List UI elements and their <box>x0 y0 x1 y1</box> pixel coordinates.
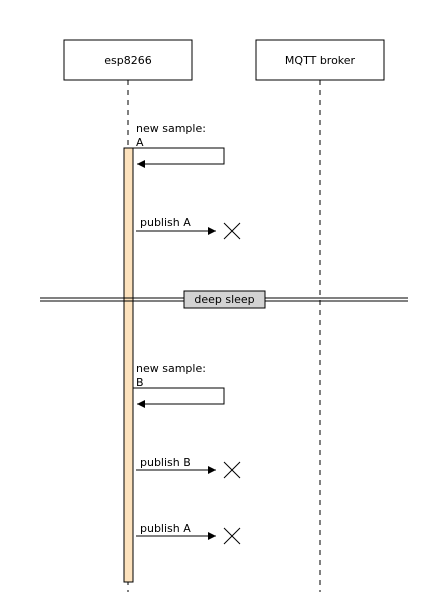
lost-cross-icon <box>223 527 241 545</box>
lost-message-publish-a: publish A <box>136 216 241 240</box>
message-label-line: B <box>136 376 144 389</box>
activation-bar-esp8266 <box>123 147 134 583</box>
participant-label: MQTT broker <box>285 54 356 67</box>
self-message-new-sample-b: new sample: B <box>133 362 225 408</box>
lost-cross-icon <box>223 222 241 240</box>
message-label-line: new sample: <box>136 122 206 135</box>
message-label-line: A <box>136 136 144 149</box>
participant-esp8266: esp8266 <box>63 39 193 81</box>
message-label: publish A <box>140 522 191 535</box>
message-label: publish B <box>140 456 191 469</box>
divider-deep-sleep: deep sleep <box>40 290 408 309</box>
message-label: publish A <box>140 216 191 229</box>
message-label-line: new sample: <box>136 362 206 375</box>
lost-message-publish-a-2: publish A <box>136 522 241 545</box>
lost-cross-icon <box>223 461 241 479</box>
self-message-new-sample-a: new sample: A <box>133 122 225 168</box>
divider-label: deep sleep <box>194 293 254 306</box>
participant-label: esp8266 <box>104 54 151 67</box>
participant-mqtt-broker: MQTT broker <box>255 39 385 81</box>
lost-message-publish-b: publish B <box>136 456 241 479</box>
